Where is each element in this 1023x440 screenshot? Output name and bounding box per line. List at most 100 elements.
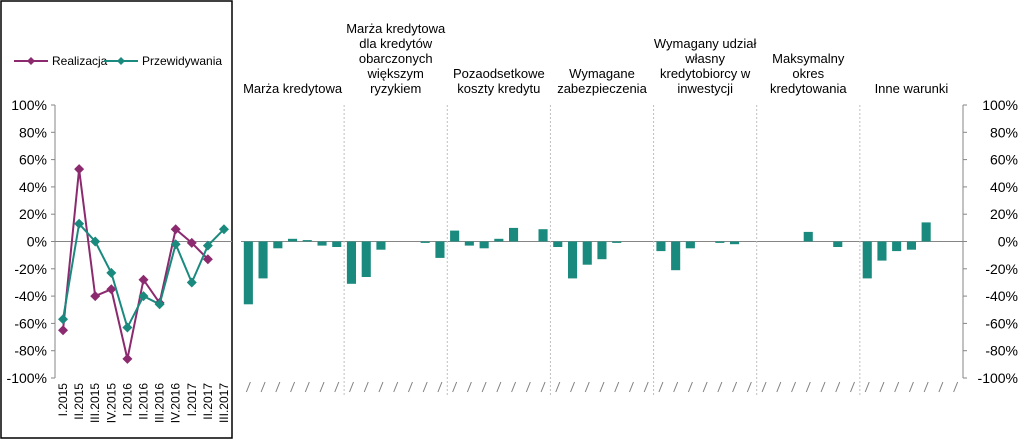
category-tick — [570, 381, 575, 393]
data-point-marker — [202, 240, 213, 251]
data-point-marker — [90, 291, 101, 302]
bar — [494, 238, 504, 242]
y-tick-label: 60% — [990, 152, 1018, 168]
bar — [862, 241, 872, 279]
category-tick — [349, 381, 354, 393]
bar — [568, 241, 578, 279]
data-point-marker — [122, 353, 133, 364]
y-tick-label: -60% — [14, 315, 47, 331]
category-tick — [304, 381, 310, 393]
data-point-marker — [202, 254, 213, 265]
group-title-line: dla kredytów — [359, 36, 433, 51]
right-panel-background — [235, 0, 1023, 440]
x-category-label: III.2017 — [217, 383, 231, 423]
group-title-line: okres — [792, 66, 824, 81]
y-tick-label: -20% — [14, 261, 47, 277]
y-tick-label: -100% — [7, 370, 47, 386]
category-tick — [260, 381, 266, 393]
bar — [288, 238, 298, 242]
category-tick — [732, 381, 738, 393]
category-tick — [511, 381, 517, 393]
bar — [892, 241, 902, 252]
bar — [420, 241, 430, 243]
data-point-marker — [74, 218, 85, 229]
y-tick-label: 40% — [990, 179, 1018, 195]
group-title-line: ryzykiem — [370, 81, 421, 96]
category-tick — [687, 381, 693, 393]
category-tick — [776, 381, 782, 393]
bar — [302, 240, 312, 242]
category-tick — [452, 381, 458, 393]
category-tick — [540, 381, 546, 393]
y-tick-label: -20% — [985, 261, 1018, 277]
legend-marker-diamond — [27, 57, 35, 65]
category-tick — [584, 381, 590, 393]
category-tick — [319, 381, 325, 393]
y-tick-label: 20% — [19, 206, 47, 222]
legend-label: Realizacja — [52, 54, 108, 68]
y-tick-label: -80% — [985, 343, 1018, 359]
y-tick-label: 100% — [11, 97, 47, 113]
group-title-line: Inne warunki — [875, 81, 949, 96]
category-tick — [407, 381, 413, 393]
group-title-line: koszty kredytu — [457, 81, 540, 96]
bar — [376, 241, 386, 250]
category-tick — [805, 381, 811, 393]
group-title-line: Maksymalny — [772, 51, 845, 66]
category-tick — [496, 381, 502, 393]
data-point-marker — [186, 277, 197, 288]
x-category-label: II.2015 — [72, 383, 86, 420]
category-tick — [791, 381, 797, 393]
group-title-line: inwestycji — [677, 81, 733, 96]
y-tick-label: 80% — [19, 124, 47, 140]
series-line — [62, 169, 209, 360]
data-point-marker — [170, 224, 181, 235]
group-title-line: Marża kredytowa — [243, 81, 343, 96]
y-tick-label: 20% — [990, 206, 1018, 222]
category-tick — [673, 381, 679, 393]
bar — [553, 241, 563, 247]
category-tick — [923, 381, 929, 393]
category-tick — [422, 381, 428, 393]
category-tick — [864, 381, 870, 393]
category-tick — [850, 381, 855, 393]
x-category-label: III.2016 — [153, 383, 167, 423]
category-tick — [555, 381, 561, 393]
bar-chart-panel: 100% 80% 60% 40% 20% 0% -20% -40% -60% -80% -100% M… — [235, 0, 1023, 440]
bar — [273, 241, 283, 249]
bar — [361, 241, 371, 277]
x-category-label: II.2016 — [137, 383, 151, 420]
data-point-marker — [106, 267, 117, 278]
bar — [346, 241, 356, 284]
y-tick-label: 60% — [19, 152, 47, 168]
bar — [450, 230, 460, 242]
bar — [464, 241, 474, 246]
bar — [243, 241, 253, 305]
bar — [509, 227, 519, 242]
category-tick — [908, 381, 914, 393]
category-tick — [761, 381, 767, 393]
x-category-label: IV.2016 — [169, 383, 183, 424]
group-title-line: kredytobiorcy w — [660, 66, 751, 81]
y-tick-label: -40% — [985, 288, 1018, 304]
category-tick — [702, 381, 708, 393]
x-category-label: I.2016 — [120, 383, 134, 417]
bar — [803, 231, 813, 242]
category-tick — [363, 381, 369, 393]
legend-marker-diamond — [117, 57, 125, 65]
bar — [479, 241, 489, 249]
bar — [877, 241, 887, 261]
category-tick — [658, 381, 664, 393]
bar — [332, 241, 342, 247]
group-title-line: zabezpieczenia — [557, 81, 647, 96]
x-category-label: III.2015 — [88, 383, 102, 423]
data-point-marker — [138, 291, 149, 302]
data-point-marker — [154, 299, 165, 310]
bar — [612, 241, 622, 243]
data-point-marker — [170, 239, 181, 250]
category-tick — [437, 381, 443, 393]
bar — [538, 229, 548, 242]
y-tick-label: 100% — [982, 97, 1018, 113]
x-category-label: I.2017 — [185, 383, 199, 417]
x-category-label: II.2017 — [201, 383, 215, 420]
